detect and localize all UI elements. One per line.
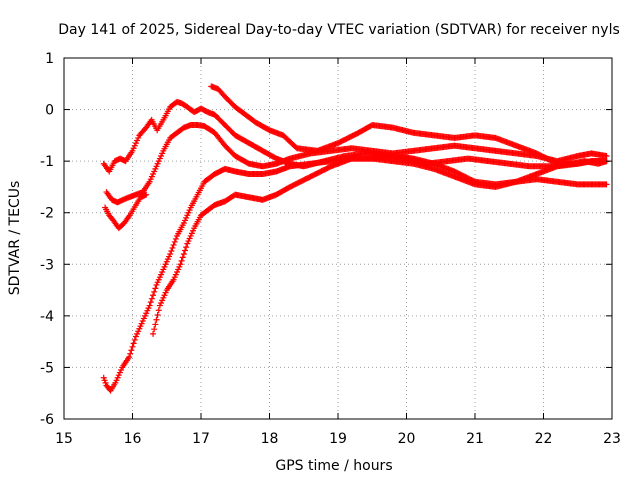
x-tick-label: 19	[329, 431, 347, 447]
data-point	[129, 343, 136, 350]
data-point	[143, 191, 150, 198]
x-tick-label: 20	[398, 431, 416, 447]
series-track-6	[102, 191, 150, 232]
series-track-5	[150, 152, 610, 337]
data-point	[147, 299, 154, 306]
x-axis-label: GPS time / hours	[275, 458, 392, 474]
x-tick-label: 15	[55, 431, 73, 447]
axis-ticks	[63, 57, 613, 420]
x-tick-label: 17	[192, 431, 210, 447]
y-tick-label: -1	[40, 154, 54, 170]
data-point	[128, 347, 135, 354]
data-point	[150, 330, 157, 337]
data-point	[126, 354, 133, 361]
chart-title: Day 141 of 2025, Sidereal Day-to-day VTE…	[58, 22, 620, 38]
data-point	[146, 302, 153, 309]
data-point	[130, 340, 137, 347]
data-point	[170, 241, 177, 248]
data-point	[154, 311, 161, 318]
data-point	[167, 250, 174, 257]
data-point	[153, 316, 160, 323]
data-point	[177, 261, 184, 268]
data-point	[151, 288, 158, 295]
data-series	[100, 83, 610, 394]
x-tick-label: 22	[535, 431, 553, 447]
data-point	[148, 295, 155, 302]
data-point	[603, 181, 610, 188]
x-tick-label: 21	[466, 431, 484, 447]
data-point	[172, 235, 179, 242]
data-point	[179, 254, 186, 261]
data-point	[127, 350, 134, 357]
y-tick-label: -5	[40, 360, 54, 376]
data-point	[131, 336, 138, 343]
y-tick-label: -3	[40, 257, 54, 273]
y-tick-label: 0	[45, 103, 54, 119]
x-tick-label: 18	[261, 431, 279, 447]
grid-lines	[64, 58, 612, 419]
y-tick-label: -2	[40, 206, 54, 222]
data-point	[169, 244, 176, 251]
data-point	[155, 307, 162, 314]
data-point	[152, 321, 159, 328]
x-axis-tick-labels: 15 16 17 18 19 20 21 22 23	[55, 431, 621, 447]
data-point	[603, 152, 610, 159]
y-tick-label: -6	[40, 412, 54, 428]
data-point	[168, 247, 175, 254]
y-tick-label: 1	[45, 51, 54, 67]
data-point	[171, 238, 178, 245]
x-tick-label: 23	[603, 431, 621, 447]
data-point	[182, 247, 189, 254]
data-point	[183, 244, 190, 251]
data-point	[178, 257, 185, 264]
y-tick-label: -4	[40, 309, 54, 325]
y-axis-tick-labels: -6 -5 -4 -3 -2 -1 0 1	[40, 51, 54, 428]
y-axis-label: SDTVAR / TECUs	[7, 181, 23, 296]
series-track-3	[208, 83, 610, 167]
data-point	[151, 326, 158, 333]
data-point	[180, 250, 187, 257]
data-point	[152, 285, 159, 292]
data-point	[150, 292, 157, 299]
x-tick-label: 16	[124, 431, 142, 447]
